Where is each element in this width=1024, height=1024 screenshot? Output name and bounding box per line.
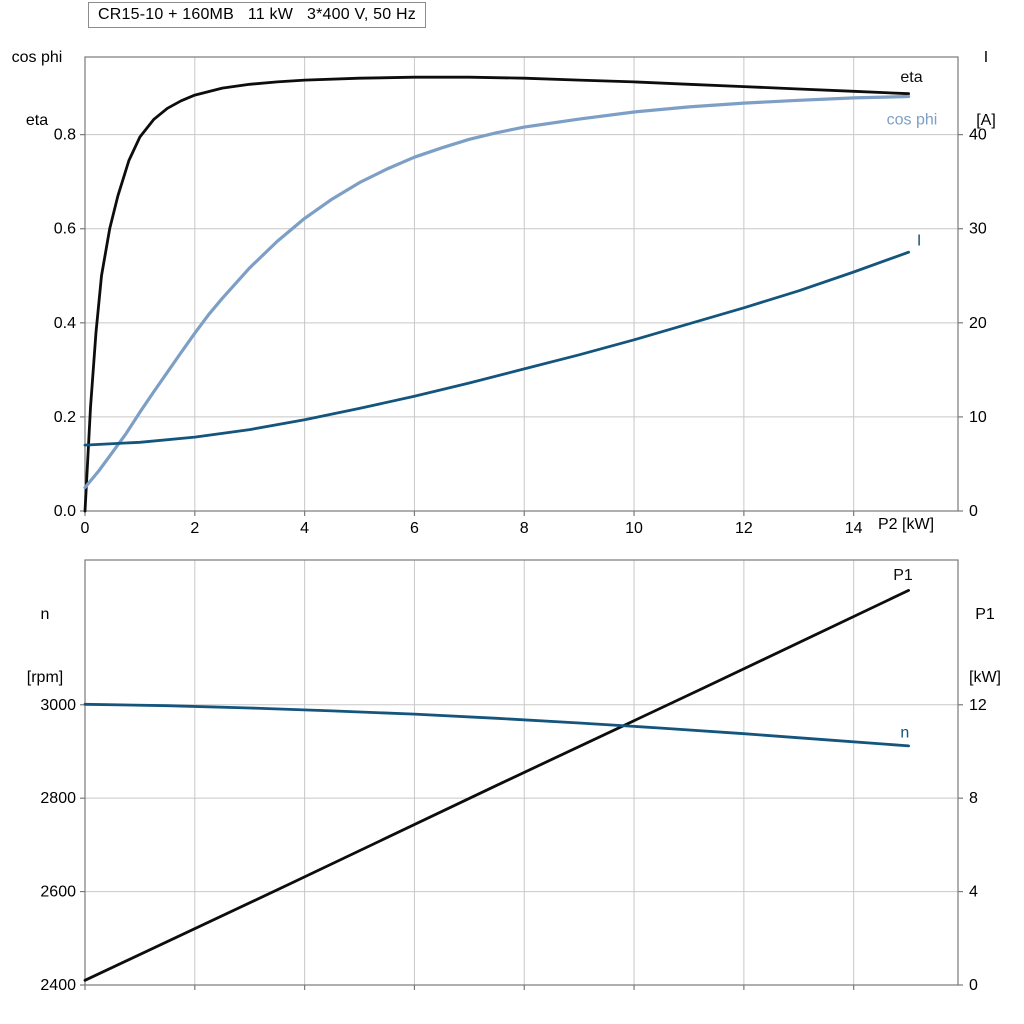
svg-text:2: 2 xyxy=(190,520,199,537)
svg-text:0: 0 xyxy=(969,503,978,520)
eta-axis-label: eta xyxy=(25,112,49,129)
svg-text:40: 40 xyxy=(969,127,987,144)
svg-text:3000: 3000 xyxy=(40,697,76,714)
p1-axis-label: P1 xyxy=(975,606,995,623)
svg-text:2400: 2400 xyxy=(40,977,76,994)
svg-text:12: 12 xyxy=(969,697,987,714)
chart-title-box: CR15-10 + 160MB 11 kW 3*400 V, 50 Hz xyxy=(88,2,426,28)
svg-text:eta: eta xyxy=(900,69,922,86)
svg-text:8: 8 xyxy=(969,790,978,807)
current-axis-label: I xyxy=(983,49,989,66)
svg-text:20: 20 xyxy=(969,315,987,332)
svg-text:0.0: 0.0 xyxy=(54,503,76,520)
svg-text:10: 10 xyxy=(625,520,643,537)
svg-text:I: I xyxy=(917,233,921,250)
kw-unit-label: [kW] xyxy=(969,669,1001,686)
svg-text:30: 30 xyxy=(969,221,987,238)
svg-text:14: 14 xyxy=(845,520,863,537)
cos-phi-axis-label: cos phi xyxy=(11,49,63,66)
svg-text:2800: 2800 xyxy=(40,790,76,807)
svg-text:2600: 2600 xyxy=(40,884,76,901)
x-axis-label: P2 [kW] xyxy=(878,516,935,533)
ampere-unit-label: [A] xyxy=(976,112,996,129)
svg-text:0.2: 0.2 xyxy=(54,409,76,426)
svg-text:P1: P1 xyxy=(893,567,913,584)
svg-text:4: 4 xyxy=(969,884,978,901)
svg-text:0: 0 xyxy=(969,977,978,994)
svg-text:0.6: 0.6 xyxy=(54,221,76,238)
top-left-axis-label: cos phi eta xyxy=(4,5,70,173)
svg-text:0.4: 0.4 xyxy=(54,315,76,332)
svg-text:4: 4 xyxy=(300,520,309,537)
speed-axis-label: n xyxy=(40,606,50,623)
top-right-axis-label: I [A] xyxy=(956,5,1016,173)
svg-text:6: 6 xyxy=(410,520,419,537)
svg-text:n: n xyxy=(900,724,909,741)
bottom-left-axis-label: n [rpm] xyxy=(12,562,78,730)
rpm-unit-label: [rpm] xyxy=(26,669,64,686)
svg-text:0.8: 0.8 xyxy=(54,127,76,144)
svg-text:10: 10 xyxy=(969,409,987,426)
svg-text:12: 12 xyxy=(735,520,753,537)
svg-text:0: 0 xyxy=(81,520,90,537)
bottom-right-axis-label: P1 [kW] xyxy=(954,562,1016,730)
svg-text:cos phi: cos phi xyxy=(887,111,938,128)
svg-text:8: 8 xyxy=(520,520,529,537)
